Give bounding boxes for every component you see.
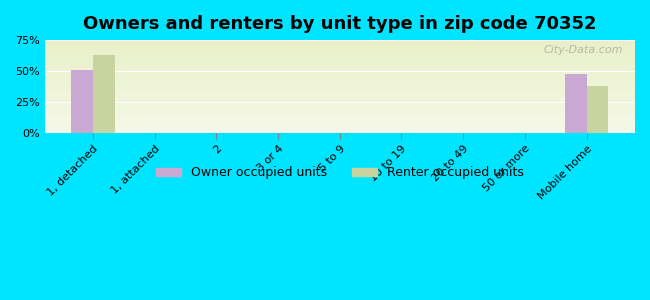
Bar xyxy=(45,51,635,52)
Bar xyxy=(45,40,635,41)
Bar xyxy=(45,95,635,96)
Bar xyxy=(45,126,635,127)
Bar xyxy=(45,56,635,57)
Bar xyxy=(45,109,635,110)
Bar xyxy=(45,65,635,66)
Bar xyxy=(45,131,635,132)
Bar xyxy=(45,114,635,116)
Bar xyxy=(45,82,635,83)
Bar xyxy=(45,53,635,54)
Bar xyxy=(45,81,635,82)
Bar xyxy=(45,83,635,84)
Bar xyxy=(45,85,635,86)
Bar xyxy=(45,130,635,131)
Bar xyxy=(45,57,635,58)
Bar xyxy=(45,100,635,101)
Bar xyxy=(45,61,635,62)
Bar xyxy=(45,43,635,44)
Bar xyxy=(45,106,635,107)
Bar xyxy=(45,116,635,117)
Bar xyxy=(45,123,635,124)
Bar xyxy=(45,50,635,51)
Bar xyxy=(45,71,635,72)
Bar xyxy=(45,75,635,76)
Bar xyxy=(45,120,635,121)
Bar xyxy=(45,67,635,68)
Title: Owners and renters by unit type in zip code 70352: Owners and renters by unit type in zip c… xyxy=(83,15,597,33)
Bar xyxy=(45,63,635,64)
Bar xyxy=(45,68,635,69)
Bar xyxy=(565,74,586,133)
Bar xyxy=(45,108,635,109)
Bar xyxy=(45,85,635,87)
Bar xyxy=(45,122,635,123)
Bar xyxy=(45,94,635,95)
Bar xyxy=(72,70,93,133)
Bar xyxy=(45,87,635,88)
Bar xyxy=(45,128,635,129)
Bar xyxy=(45,89,635,90)
Bar xyxy=(45,99,635,100)
Bar xyxy=(45,46,635,47)
Bar xyxy=(45,60,635,61)
Bar xyxy=(45,98,635,99)
Bar xyxy=(45,76,635,77)
Bar xyxy=(45,124,635,125)
Bar xyxy=(45,84,635,85)
Bar xyxy=(45,93,635,94)
Bar xyxy=(45,90,635,91)
Bar xyxy=(45,101,635,102)
Bar xyxy=(45,113,635,114)
Bar xyxy=(45,52,635,53)
Bar xyxy=(45,105,635,106)
Text: City-Data.com: City-Data.com xyxy=(543,45,623,55)
Bar xyxy=(45,125,635,126)
Bar xyxy=(45,41,635,42)
Bar xyxy=(45,97,635,98)
Bar xyxy=(45,58,635,59)
Bar xyxy=(586,86,608,133)
Bar xyxy=(45,69,635,70)
Bar xyxy=(45,73,635,74)
Bar xyxy=(45,54,635,55)
Bar xyxy=(45,72,635,73)
Bar xyxy=(45,96,635,97)
Bar xyxy=(45,79,635,80)
Bar xyxy=(45,119,635,120)
Bar xyxy=(45,127,635,128)
Bar xyxy=(45,129,635,130)
Bar xyxy=(45,102,635,103)
Bar xyxy=(45,44,635,45)
Bar xyxy=(45,78,635,79)
Bar xyxy=(45,88,635,89)
Bar xyxy=(45,74,635,75)
Bar xyxy=(45,42,635,43)
Bar xyxy=(45,47,635,49)
Bar xyxy=(45,112,635,113)
Bar xyxy=(45,104,635,105)
Bar xyxy=(45,91,635,92)
Bar xyxy=(45,92,635,93)
Bar xyxy=(45,80,635,81)
Bar xyxy=(45,100,635,101)
Bar xyxy=(45,121,635,122)
Bar xyxy=(45,59,635,60)
Bar xyxy=(93,55,114,133)
Legend: Owner occupied units, Renter occupied units: Owner occupied units, Renter occupied un… xyxy=(151,161,529,184)
Bar xyxy=(45,110,635,111)
Bar xyxy=(45,117,635,118)
Bar xyxy=(45,64,635,65)
Bar xyxy=(45,77,635,78)
Bar xyxy=(45,111,635,112)
Bar xyxy=(45,49,635,50)
Bar xyxy=(45,55,635,56)
Bar xyxy=(45,103,635,104)
Bar xyxy=(45,62,635,63)
Bar xyxy=(45,107,635,108)
Bar xyxy=(45,45,635,46)
Bar xyxy=(45,132,635,133)
Bar xyxy=(45,66,635,67)
Bar xyxy=(45,70,635,71)
Bar xyxy=(45,118,635,119)
